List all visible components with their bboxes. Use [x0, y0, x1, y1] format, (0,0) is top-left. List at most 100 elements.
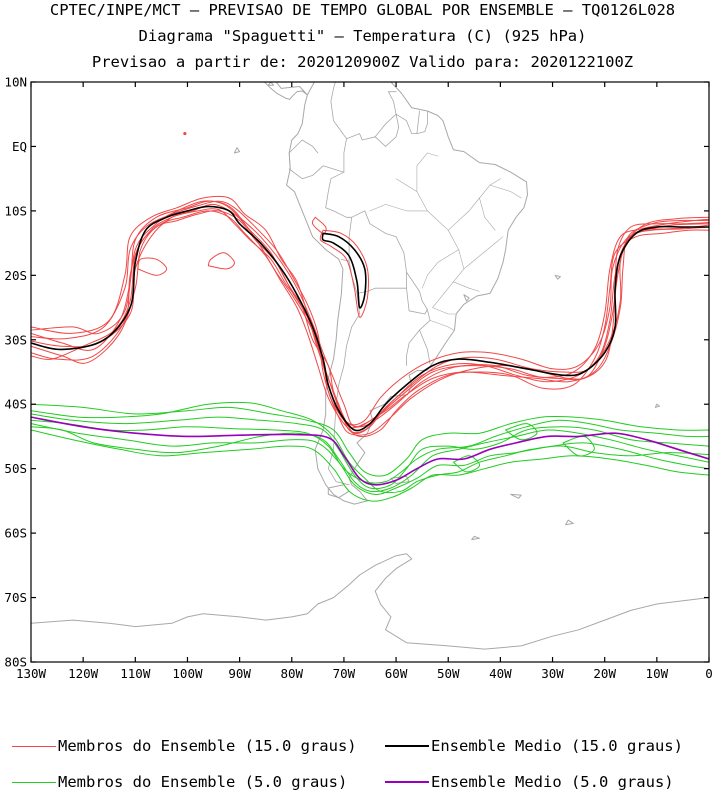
country-border — [419, 329, 431, 364]
legend-swatch-mean-5 — [385, 781, 429, 783]
lon-tick-label: 90W — [228, 666, 251, 681]
coastline-island — [654, 403, 660, 408]
ensemble-mean-15c-contour — [31, 205, 709, 432]
ensemble-member-15c-contour — [137, 257, 168, 276]
country-border — [406, 271, 428, 315]
state-border — [432, 307, 456, 315]
lat-tick-label: 50S — [4, 461, 27, 476]
lon-tick-label: 20W — [593, 666, 616, 681]
state-border — [416, 152, 439, 192]
ensemble-member-15c-contour — [319, 229, 370, 318]
legend: Membros do Ensemble (15.0 graus) Ensembl… — [0, 728, 725, 792]
lat-tick-label: 10N — [4, 75, 27, 90]
ensemble-member-5c-contour — [505, 423, 538, 441]
ensemble-member-5c-contour — [31, 403, 709, 477]
coastline-island — [463, 294, 470, 302]
ensemble-member-5c-contour — [31, 426, 709, 493]
ensemble-member-5c-contour — [31, 413, 709, 490]
ensemble-member-5c-contour — [452, 455, 480, 473]
ensemble-member-15c-contour — [31, 210, 709, 438]
coastline-island — [471, 535, 480, 541]
ensemble-member-5c-contour — [31, 423, 709, 495]
legend-swatch-mean-15 — [385, 745, 429, 747]
lat-tick-label: 30S — [4, 332, 27, 347]
state-border — [421, 249, 459, 289]
legend-swatch-members-5 — [12, 781, 56, 783]
legend-label-members-5: Membros do Ensemble (5.0 graus) — [58, 773, 348, 791]
country-border — [330, 82, 347, 140]
coastline-island — [267, 82, 274, 86]
lat-tick-label: 70S — [4, 590, 27, 605]
title-block: CPTEC/INPE/MCT – PREVISAO DE TEMPO GLOBA… — [0, 0, 725, 75]
state-border — [463, 236, 504, 270]
ensemble-member-5c-contour — [31, 419, 709, 484]
country-border — [288, 139, 319, 170]
coastline-island — [360, 27, 368, 30]
lon-tick-label: 80W — [280, 666, 303, 681]
lon-tick-label: 130W — [16, 666, 47, 681]
lon-tick-label: 40W — [489, 666, 512, 681]
coastline-layer — [31, 0, 709, 650]
lon-tick-label: 120W — [68, 666, 99, 681]
lon-tick-label: 70W — [333, 666, 356, 681]
legend-label-members-15: Membros do Ensemble (15.0 graus) — [58, 737, 357, 755]
lon-tick-label: 0 — [705, 666, 713, 681]
title-line-3: Previsao a partir de: 2020120900Z Valido… — [91, 53, 634, 71]
country-border — [374, 113, 400, 147]
legend-item-members-5: Membros do Ensemble (5.0 graus) — [12, 764, 347, 800]
country-border — [406, 309, 431, 366]
coastline-island — [323, 21, 352, 31]
lon-tick-label: 60W — [385, 666, 408, 681]
contour-layer — [31, 131, 709, 502]
ensemble-member-5c-contour — [31, 401, 709, 494]
state-border — [479, 197, 496, 231]
lon-tick-label: 100W — [172, 666, 203, 681]
coastline-island — [233, 147, 241, 154]
lat-tick-label: 80S — [4, 655, 27, 670]
state-border — [447, 178, 501, 231]
country-border — [288, 91, 397, 180]
lon-tick-label: 30W — [541, 666, 564, 681]
state-border — [453, 281, 480, 292]
legend-swatch-members-15 — [12, 745, 56, 747]
lat-tick-label: 10S — [4, 203, 27, 218]
ensemble-member-15c-contour — [31, 200, 709, 428]
lat-tick-label: 20S — [4, 268, 27, 283]
ensemble-member-5c-contour — [31, 429, 709, 502]
coastline-island — [510, 493, 522, 499]
plot-frame — [30, 81, 710, 663]
lon-tick-label: 10W — [646, 666, 669, 681]
lat-tick-label: 60S — [4, 526, 27, 541]
title-line-1: CPTEC/INPE/MCT – PREVISAO DE TEMPO GLOBA… — [49, 1, 676, 19]
state-border — [429, 320, 454, 331]
ensemble-mean-15c-contour-island — [321, 232, 367, 309]
legend-item-members-15: Membros do Ensemble (15.0 graus) — [12, 728, 357, 764]
legend-label-mean-15: Ensemble Medio (15.0 graus) — [431, 737, 683, 755]
lon-tick-label: 110W — [120, 666, 151, 681]
coastline-island — [554, 274, 561, 280]
ensemble-member-15c-contour — [31, 208, 709, 436]
country-border — [348, 210, 407, 294]
lat-tick-label: EQ — [12, 139, 27, 154]
legend-item-mean-5: Ensemble Medio (5.0 graus) — [385, 764, 674, 800]
coastline-antarctica — [31, 553, 709, 650]
country-border — [395, 110, 428, 134]
lon-tick-label: 50W — [437, 666, 460, 681]
title-line-2: Diagrama "Spaguetti" – Temperatura (C) (… — [138, 27, 587, 45]
coastline-island — [268, 0, 323, 18]
ensemble-member-15c-contour — [311, 216, 327, 234]
coastline-central-north-america — [263, 82, 308, 100]
legend-item-mean-15: Ensemble Medio (15.0 graus) — [385, 728, 683, 764]
country-border — [416, 110, 420, 134]
coastline-island — [565, 519, 574, 526]
lat-tick-label: 40S — [4, 397, 27, 412]
state-border — [489, 184, 522, 199]
country-border — [327, 258, 360, 486]
state-border — [369, 204, 428, 212]
ensemble-member-15c-contour — [207, 252, 235, 270]
state-border — [395, 178, 465, 270]
ensemble-member-15c-dot — [183, 131, 187, 136]
state-border — [432, 268, 465, 308]
